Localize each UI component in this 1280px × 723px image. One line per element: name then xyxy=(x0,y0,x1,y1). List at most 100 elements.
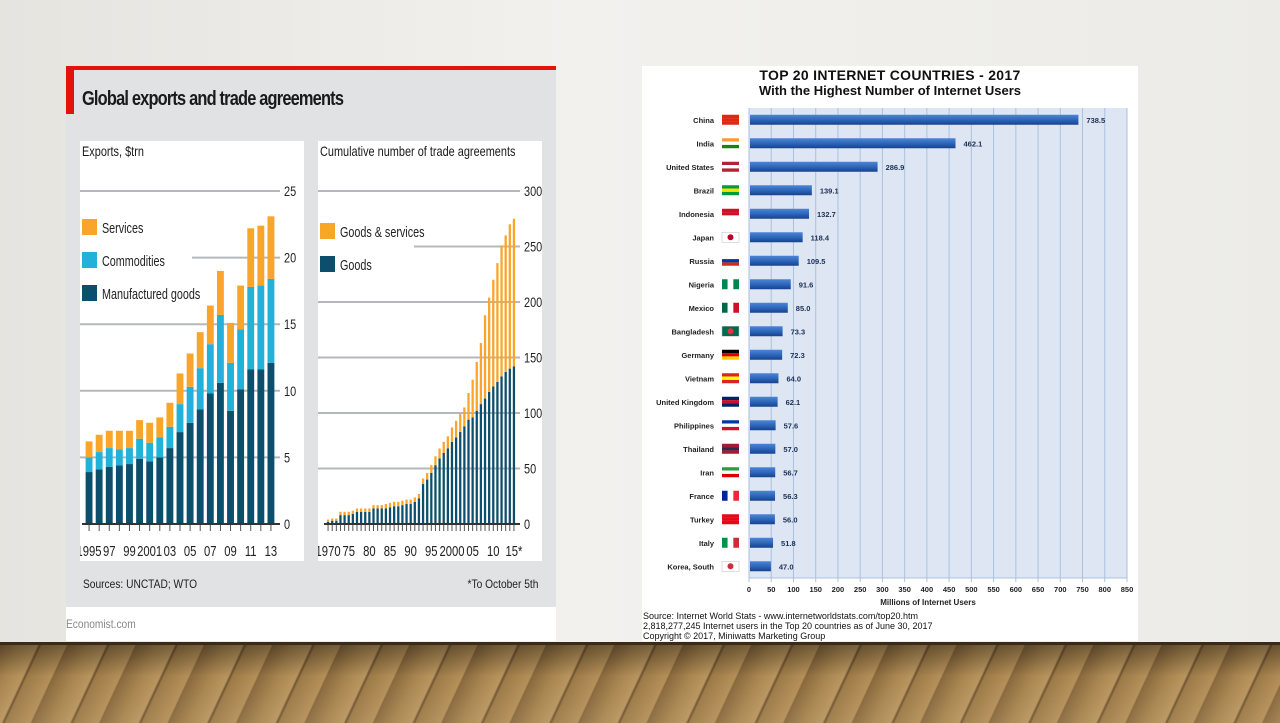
y-tick-label: 25 xyxy=(284,184,296,200)
country-label: Philippines xyxy=(674,421,714,430)
flag-stripe xyxy=(722,165,739,169)
bar-segment-commodities xyxy=(136,438,144,459)
y-tick-label: 300 xyxy=(524,184,542,200)
x-tick-label: 75 xyxy=(342,542,355,559)
country-label: Brazil xyxy=(694,186,714,195)
bar xyxy=(750,255,799,266)
bar-segment-goods xyxy=(372,508,375,524)
bar-segment-goods-services xyxy=(339,511,342,516)
bar-segment-goods xyxy=(450,441,454,524)
country-label: China xyxy=(693,116,715,125)
x-tick-label: 95 xyxy=(425,542,438,559)
value-label: 51.8 xyxy=(781,539,796,548)
bar-segment-goods xyxy=(393,506,396,524)
bar-segment-goods-services xyxy=(413,497,416,502)
bar-segment-goods xyxy=(446,448,449,524)
flag-stripe xyxy=(722,161,739,166)
x-tick-label: 450 xyxy=(943,585,956,594)
bar xyxy=(750,443,776,454)
bar-segment-manufactured-goods xyxy=(156,457,164,524)
bar-segment-goods-services xyxy=(335,518,338,521)
bar-segment-manufactured-goods xyxy=(267,362,275,524)
bar-segment-services xyxy=(176,373,184,405)
flag-stripe xyxy=(722,379,739,384)
legend-swatch xyxy=(320,223,335,239)
bar-segment-goods xyxy=(483,398,487,524)
bar-segment-commodities xyxy=(237,329,245,390)
bar-segment-commodities xyxy=(166,426,174,449)
bar-segment-goods xyxy=(430,472,433,524)
flag-stripe xyxy=(722,208,739,213)
bar-segment-goods-services xyxy=(438,448,441,459)
bar-segment-goods-services xyxy=(343,511,346,516)
x-tick-label: 700 xyxy=(1054,585,1067,594)
bar-segment-goods xyxy=(496,381,499,524)
x-tick-label: 05 xyxy=(184,542,197,559)
bar-segment-services xyxy=(115,430,123,450)
bar-segment-goods-services xyxy=(496,263,499,382)
flag-stripe xyxy=(722,490,728,501)
bar-segment-goods-services xyxy=(421,478,425,485)
x-tick-label: 650 xyxy=(1032,585,1045,594)
vietnam-flag-icon xyxy=(722,373,739,384)
flag-stripe xyxy=(722,191,739,196)
x-tick-label: 07 xyxy=(204,542,217,559)
bar-segment-services xyxy=(237,285,245,330)
plot-background xyxy=(749,108,1127,578)
flag-stripe xyxy=(722,255,739,260)
country-label: Thailand xyxy=(683,445,714,454)
bar-segment-commodities xyxy=(206,344,214,394)
agreements-chart: 0 50 100 150 200 250 300 1970 75 80 85 90 95 2000 05 10… xyxy=(316,184,543,560)
bar-segment-commodities xyxy=(126,448,133,465)
total-users-line: 2,818,277,245 Internet users in the Top … xyxy=(643,621,933,631)
internet-chart-panel: TOP 20 INTERNET COUNTRIES - 2017 With th… xyxy=(642,66,1138,641)
value-label: 57.0 xyxy=(783,445,798,454)
x-tick-label: 85 xyxy=(384,542,397,559)
bar-segment-services xyxy=(166,402,174,427)
y-tick-label: 0 xyxy=(284,517,290,533)
country-label: France xyxy=(689,492,714,501)
flag-stripe xyxy=(722,279,728,290)
country-label: Russia xyxy=(689,257,714,266)
country-label: Iran xyxy=(700,468,714,477)
x-tick-label: 05 xyxy=(466,542,479,559)
bar-segment-goods-services xyxy=(504,235,507,372)
bar-segment-manufactured-goods xyxy=(227,410,234,524)
bar-segment-services xyxy=(85,441,93,458)
bar-segment-goods-services xyxy=(488,297,491,392)
bar-segment-goods xyxy=(512,366,516,524)
country-label: Germany xyxy=(681,351,714,360)
bar-segment-goods-services xyxy=(376,505,379,509)
flag-stripe xyxy=(722,373,739,377)
mexico-flag-icon xyxy=(722,302,739,313)
bar-segment-goods-services xyxy=(417,494,421,499)
bar-segment-commodities xyxy=(156,437,164,458)
country-label: Mexico xyxy=(689,304,715,313)
flag-stripe xyxy=(722,423,739,427)
bar-segment-goods xyxy=(364,511,367,524)
bar xyxy=(750,279,791,290)
x-tick-label: 500 xyxy=(965,585,978,594)
bar xyxy=(750,349,783,360)
bar-segment-goods xyxy=(355,511,359,524)
country-label: Korea, South xyxy=(667,562,714,571)
bar xyxy=(750,208,810,219)
value-label: 57.6 xyxy=(784,421,799,430)
bar xyxy=(750,114,1079,125)
bar-segment-goods xyxy=(384,508,388,524)
x-tick-label: 550 xyxy=(987,585,1000,594)
bangladesh-flag-icon xyxy=(721,326,740,337)
flag-stripe xyxy=(733,537,739,548)
value-label: 47.0 xyxy=(779,562,794,571)
bar-segment-goods xyxy=(326,521,330,524)
bar xyxy=(750,420,776,431)
bar-segment-commodities xyxy=(196,368,204,410)
bar-segment-goods-services xyxy=(467,393,470,420)
x-tick-label: 800 xyxy=(1099,585,1112,594)
x-tick-label: 09 xyxy=(224,542,237,559)
flag-stripe xyxy=(722,470,739,474)
flag-stripe xyxy=(733,279,739,290)
bar-segment-goods-services xyxy=(471,379,474,418)
bar-segment-services xyxy=(227,322,234,363)
internet-users-chart: 0 50 100 150 200 250 300 350 400 450 500 550 600 650 7… xyxy=(656,108,1133,606)
